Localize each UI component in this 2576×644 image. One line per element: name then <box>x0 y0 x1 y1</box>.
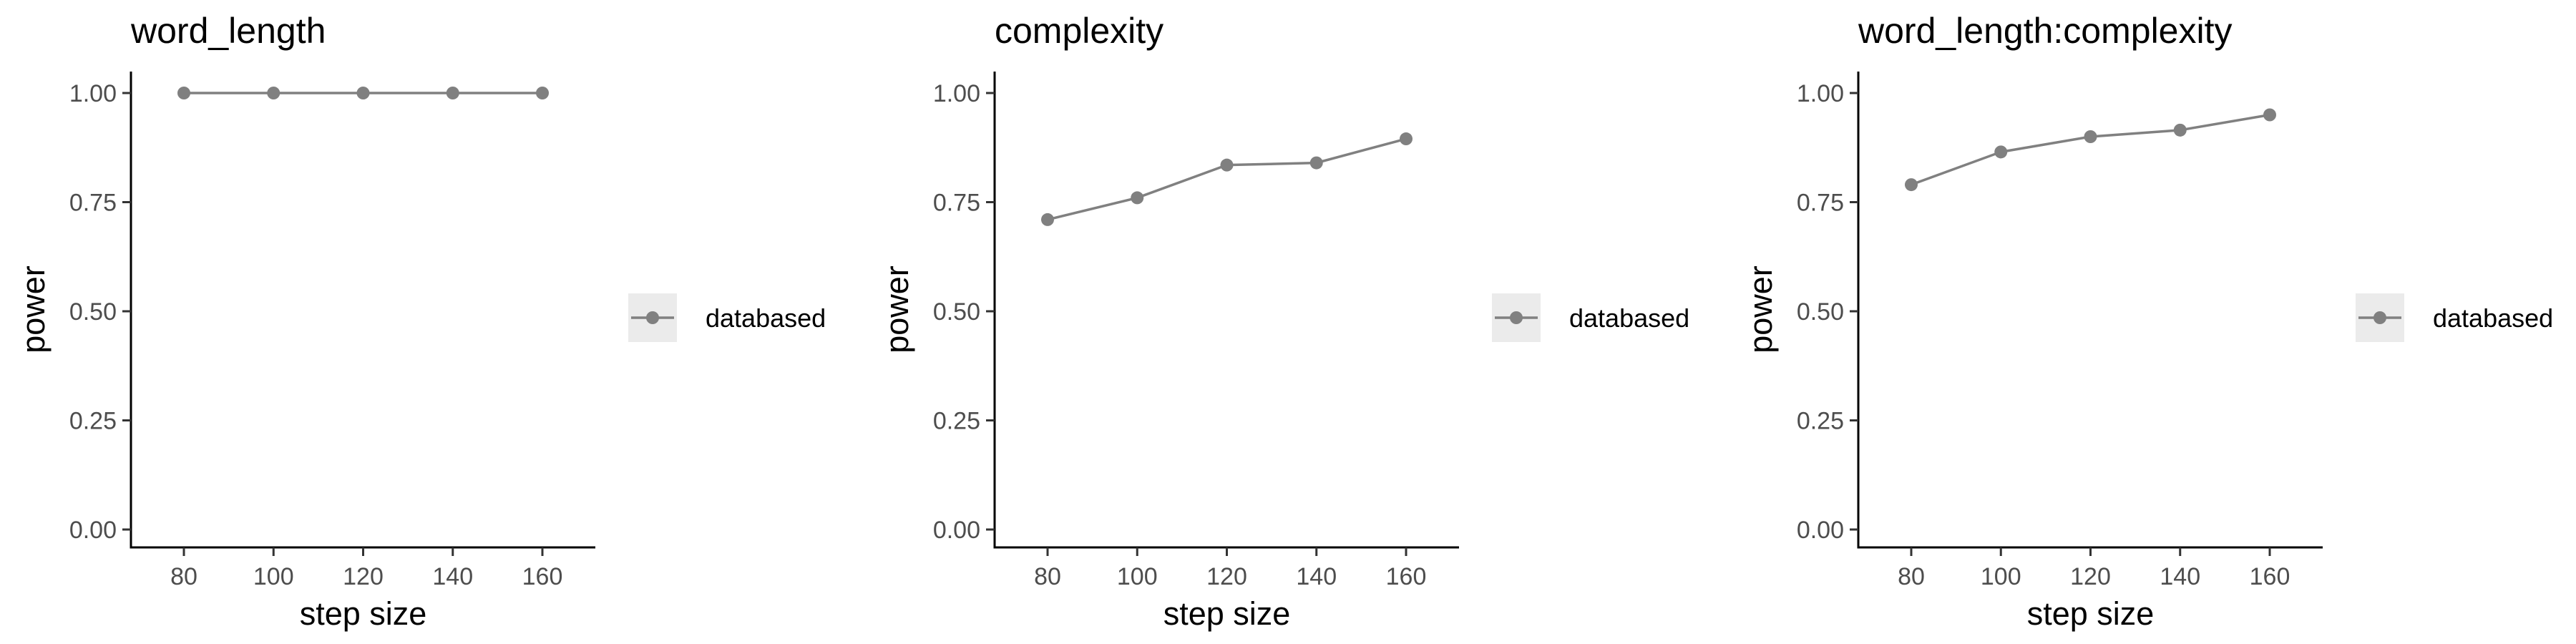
panel-title: complexity <box>995 11 1163 51</box>
data-point <box>1220 158 1234 172</box>
data-point <box>267 87 280 99</box>
x-axis-title: step size <box>300 595 427 632</box>
y-tick-label: 0.50 <box>933 298 980 326</box>
x-tick-label: 140 <box>2160 563 2200 590</box>
legend: databased <box>1492 293 1689 342</box>
series-line-databased <box>1047 137 1407 221</box>
data-point <box>536 87 549 99</box>
y-tick-label: 0.00 <box>933 517 980 544</box>
y-tick-label: 0.25 <box>933 408 980 435</box>
series-line-databased <box>1911 113 2270 186</box>
y-tick-label: 0.25 <box>69 408 117 435</box>
x-tick-label: 140 <box>1296 563 1337 590</box>
x-tick-label: 140 <box>432 563 473 590</box>
y-tick-label: 0.00 <box>1797 517 1844 544</box>
y-tick-label: 0.75 <box>69 190 117 217</box>
data-point <box>446 87 459 99</box>
y-tick-label: 1.00 <box>1797 80 1844 107</box>
x-tick-label: 120 <box>2070 563 2111 590</box>
panel-title: word_length:complexity <box>1858 11 2233 51</box>
legend-label: databased <box>706 303 826 333</box>
y-tick-label: 1.00 <box>69 80 117 107</box>
y-axis-title: power <box>1742 265 1779 353</box>
x-tick-label: 160 <box>1386 563 1427 590</box>
x-tick-label: 80 <box>1034 563 1061 590</box>
data-point <box>1400 132 1413 146</box>
data-point <box>2263 108 2276 122</box>
x-tick-label: 120 <box>1206 563 1247 590</box>
data-point <box>1994 145 2008 159</box>
legend-key-point <box>646 311 659 324</box>
x-tick-label: 100 <box>1117 563 1158 590</box>
legend-key-point <box>1510 311 1523 324</box>
data-point <box>356 87 370 99</box>
data-point <box>2173 123 2187 137</box>
panel-word-length: word_length 0.00 0.25 0.50 0.75 1.00 80 100 120 1… <box>15 11 826 632</box>
panel-complexity: complexity 0.00 0.25 0.50 0.75 1.00 80 100 120 14… <box>879 11 1689 632</box>
legend: databased <box>628 293 826 342</box>
data-point <box>177 87 190 99</box>
x-tick-label: 160 <box>2250 563 2290 590</box>
x-axis-title: step size <box>1163 595 1291 632</box>
x-tick-label: 100 <box>1981 563 2021 590</box>
y-tick-label: 0.75 <box>1797 190 1844 217</box>
x-tick-label: 80 <box>170 563 197 590</box>
y-tick-label: 1.00 <box>933 80 980 107</box>
data-point <box>1905 178 1918 192</box>
x-tick-label: 160 <box>522 563 563 590</box>
data-point <box>1131 191 1144 205</box>
y-tick-label: 0.00 <box>69 517 117 544</box>
y-tick-label: 0.75 <box>933 190 980 217</box>
y-tick-label: 0.50 <box>1797 298 1844 326</box>
legend-label: databased <box>2433 303 2553 333</box>
panel-title: word_length <box>130 11 326 51</box>
y-axis-title: power <box>879 265 915 353</box>
legend-label: databased <box>1569 303 1689 333</box>
data-point <box>1309 156 1323 170</box>
x-tick-label: 80 <box>1898 563 1925 590</box>
data-point <box>2084 130 2097 143</box>
data-point <box>1041 213 1054 226</box>
panel-word-length-complexity: word_length:complexity 0.00 0.25 0.50 0.75 1.… <box>1742 11 2553 632</box>
legend-key-point <box>2373 311 2386 324</box>
legend: databased <box>2356 293 2553 342</box>
x-tick-label: 100 <box>253 563 294 590</box>
y-tick-label: 0.50 <box>69 298 117 326</box>
y-axis-title: power <box>15 265 52 353</box>
x-axis-title: step size <box>2027 595 2155 632</box>
y-tick-label: 0.25 <box>1797 408 1844 435</box>
x-tick-label: 120 <box>343 563 384 590</box>
